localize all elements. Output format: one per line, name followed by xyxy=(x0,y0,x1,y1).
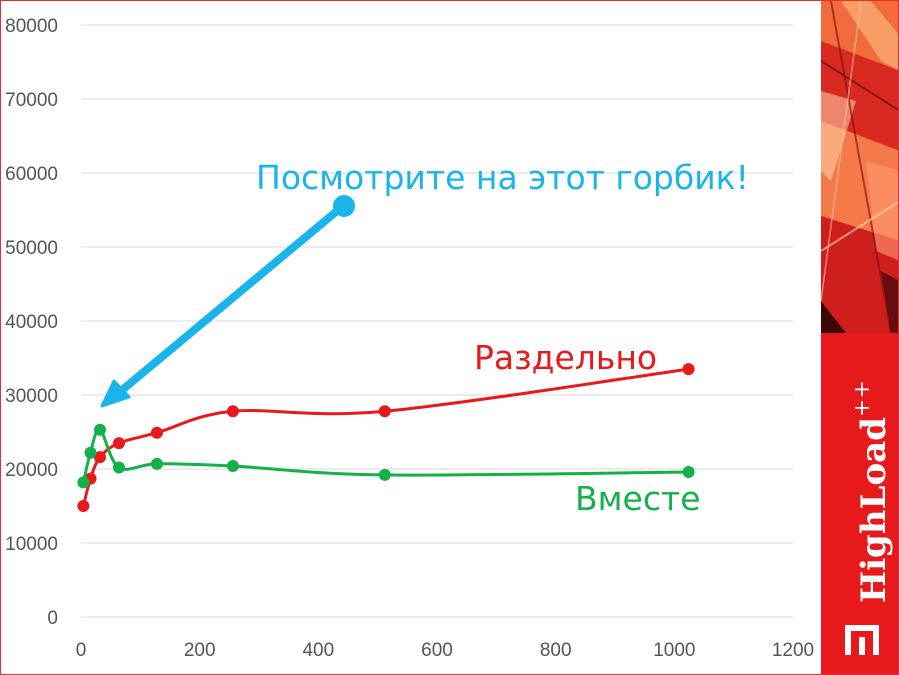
brand-panel: HighLoad++ xyxy=(821,1,898,674)
y-tick-label-5: 50000 xyxy=(5,238,58,259)
series-1-point-7 xyxy=(682,465,695,478)
y-tick-label-8: 80000 xyxy=(5,16,58,37)
y-tick-label-3: 30000 xyxy=(5,386,58,407)
y-tick-label-1: 10000 xyxy=(5,534,58,555)
x-tick-label-0: 0 xyxy=(76,640,87,661)
series-label-together: Вместе xyxy=(575,479,701,518)
series-0-point-7 xyxy=(682,363,695,376)
brand-logo-sup: ++ xyxy=(850,380,875,417)
series-1-point-6 xyxy=(378,468,391,481)
line-chart: 0100002000030000400005000060000700008000… xyxy=(5,16,814,661)
series-0-point-6 xyxy=(378,405,391,418)
series-1-point-4 xyxy=(150,457,163,470)
x-tick-label-1: 200 xyxy=(184,640,216,661)
x-tick-label-2: 400 xyxy=(302,640,334,661)
y-tick-label-7: 70000 xyxy=(5,90,58,111)
brand-logo: HighLoad++ xyxy=(845,380,894,655)
y-tick-label-4: 40000 xyxy=(5,312,58,333)
series-label-separate: Раздельно xyxy=(474,338,657,377)
series-1-point-2 xyxy=(93,423,106,436)
series-1-point-5 xyxy=(226,460,239,473)
series-0-point-3 xyxy=(112,437,125,450)
y-tick-label-2: 20000 xyxy=(5,460,58,481)
annotation-text: Посмотрите на этот горбик! xyxy=(256,158,749,197)
y-tick-label-0: 0 xyxy=(47,608,58,629)
series-line-1 xyxy=(81,428,689,483)
series-0-point-0 xyxy=(77,500,90,512)
x-tick-label-5: 1000 xyxy=(653,640,695,661)
y-tick-label-6: 60000 xyxy=(5,164,58,185)
x-tick-label-3: 600 xyxy=(421,640,453,661)
series-0-point-5 xyxy=(226,405,239,418)
series-1-point-3 xyxy=(112,461,125,474)
series-1-point-1 xyxy=(84,446,97,459)
geometric-pattern xyxy=(821,1,898,334)
series-1-point-0 xyxy=(77,476,90,489)
series-line-0 xyxy=(81,367,689,507)
brand-logo-box: HighLoad++ xyxy=(821,333,898,674)
x-tick-label-6: 1200 xyxy=(772,640,814,661)
annotation-arrow xyxy=(100,195,355,408)
brand-logo-text: HighLoad++ xyxy=(850,380,894,603)
x-tick-label-4: 800 xyxy=(540,640,572,661)
series-0-point-2 xyxy=(93,451,106,464)
series-0-point-4 xyxy=(150,426,163,439)
brand-mark-icon xyxy=(845,625,879,655)
brand-logo-word: HighLoad xyxy=(854,417,894,603)
